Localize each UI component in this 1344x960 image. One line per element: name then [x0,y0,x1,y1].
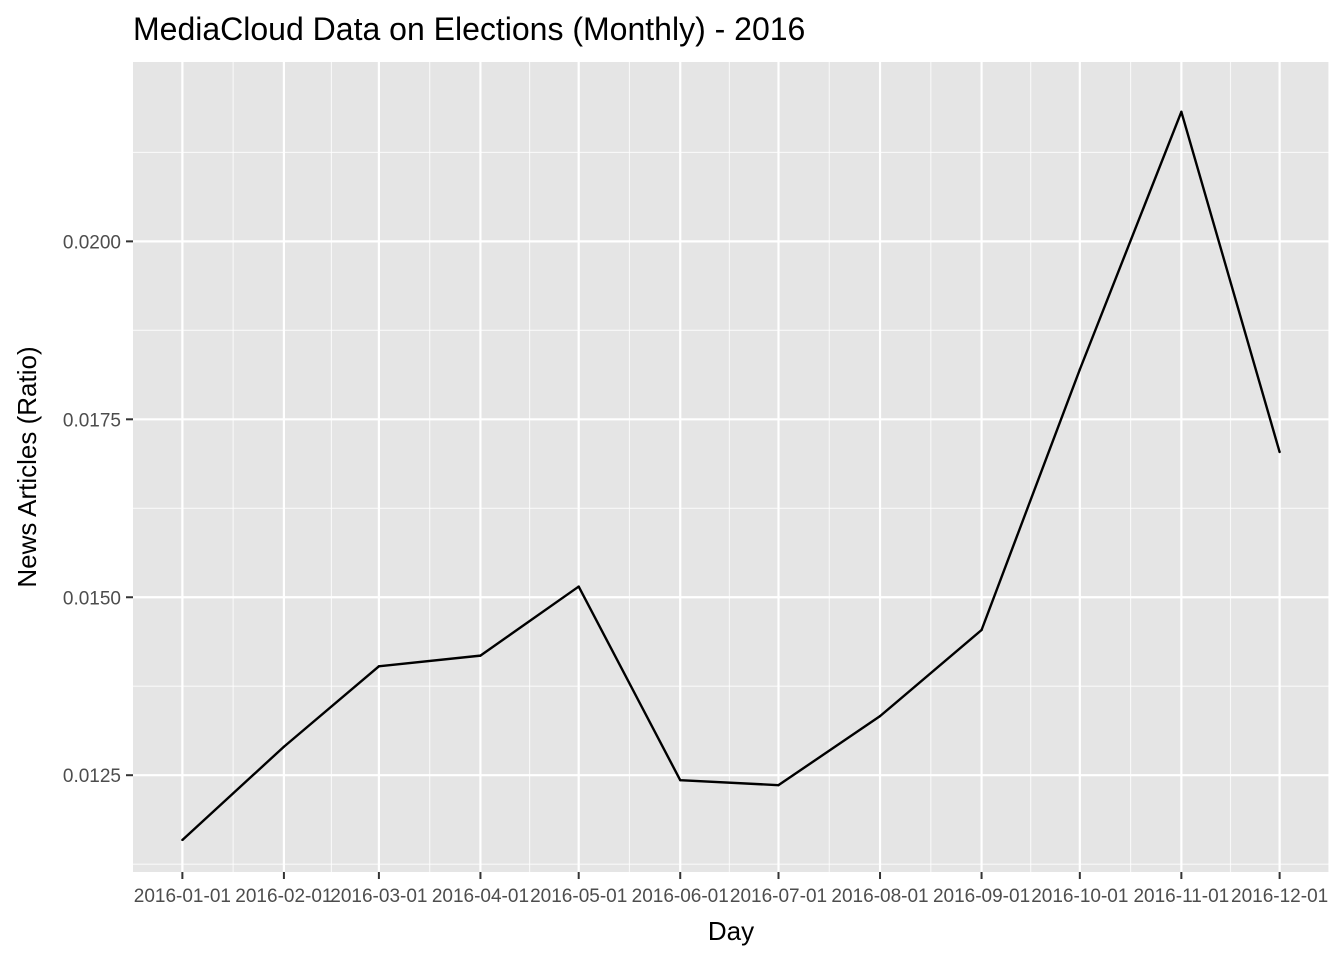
plot-panel [133,62,1329,872]
minor-grid [133,62,1330,872]
data-point [878,714,882,718]
x-tick-label: 2016-11-01 [1133,886,1229,907]
y-tick-label: 0.0125 [63,766,121,787]
data-point [577,585,580,588]
x-tick-label: 2016-07-01 [730,886,827,907]
data-point [1180,110,1183,114]
data-point [282,745,286,748]
x-tick-label: 2016-02-01 [235,886,332,907]
x-tick-label: 2016-12-01 [1231,886,1328,907]
chart-title: MediaCloud Data on Elections (Monthly) -… [133,11,805,47]
y-tick-label: 0.0150 [63,588,121,609]
y-tick-label: 0.0175 [63,410,121,431]
x-tick-label: 2016-03-01 [330,886,427,907]
x-tick-label: 2016-09-01 [933,886,1030,907]
x-tick-label: 2016-04-01 [432,886,529,907]
major-grid [133,62,1329,872]
x-tick-label: 2016-08-01 [831,886,928,907]
data-point [181,838,184,842]
y-axis-title: News Articles (Ratio) [12,346,42,587]
data-point [777,783,780,787]
y-axis-ticks: 0.0125 0.0150 0.0175 0.0200 [63,232,133,787]
x-tick-label: 2016-05-01 [530,886,627,907]
series-line [181,110,1281,841]
x-tick-label: 2016-10-01 [1031,886,1128,907]
x-tick-label: 2016-01-01 [134,886,231,907]
data-point [479,654,482,657]
x-tick-label: 2016-06-01 [632,886,729,907]
data-point [377,665,381,668]
data-point [980,628,983,632]
data-points [181,110,1281,842]
data-point [1078,368,1082,371]
x-axis-title: Day [708,916,754,946]
data-point [1278,450,1281,454]
y-tick-label: 0.0200 [63,232,121,253]
data-point [679,778,682,782]
